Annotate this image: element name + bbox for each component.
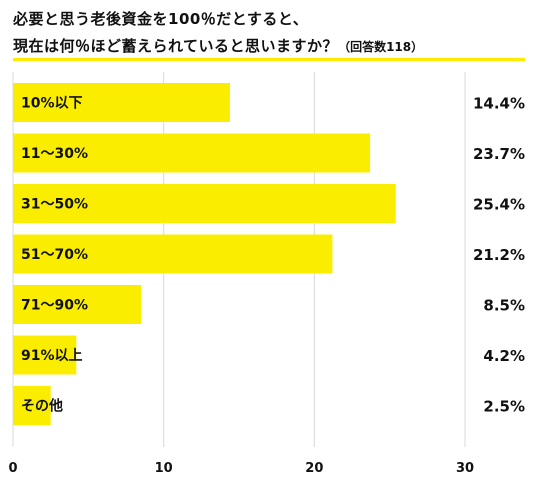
bar	[13, 234, 333, 274]
bar	[13, 133, 371, 173]
title-line-2: 現在は何％ほど蓄えられていると思いますか？（回答数118）	[13, 33, 423, 61]
x-tick-label: 10	[155, 461, 173, 476]
bar	[13, 184, 396, 223]
x-tick-label: 20	[305, 461, 323, 476]
chart-title: 必要と思う老後資金を100％だとすると、 現在は何％ほど蓄えられていると思います…	[13, 6, 423, 61]
value-label: 21.2%	[473, 246, 525, 264]
bar	[13, 335, 77, 375]
value-label: 4.2%	[483, 347, 525, 365]
bar	[13, 386, 51, 425]
response-count: （回答数118）	[338, 40, 424, 54]
value-label: 2.5%	[483, 398, 525, 416]
value-label: 8.5%	[483, 297, 525, 315]
category-label: 91%以上	[21, 348, 83, 364]
title-question: 現在は何％ほど蓄えられていると思いますか？	[13, 37, 339, 55]
category-label: 11〜30%	[21, 146, 88, 162]
title-line-1: 必要と思う老後資金を100％だとすると、	[13, 10, 309, 28]
x-tick-label: 30	[456, 461, 474, 476]
category-label: 31〜50%	[21, 197, 88, 213]
category-label: 10%以下	[21, 96, 83, 112]
value-label: 23.7%	[473, 145, 525, 163]
x-tick-label: 0	[8, 461, 17, 476]
category-label: その他	[21, 398, 63, 415]
value-label: 14.4%	[473, 95, 525, 113]
value-label: 25.4%	[473, 196, 525, 214]
title-underline	[13, 58, 525, 61]
category-label: 71〜90%	[21, 298, 88, 314]
bar	[13, 83, 230, 122]
bar	[13, 285, 142, 324]
category-label: 51〜70%	[21, 247, 88, 263]
